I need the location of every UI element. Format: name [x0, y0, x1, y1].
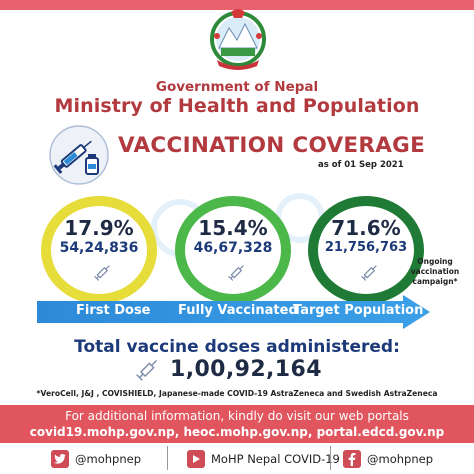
- first-dose-count: 54,24,836: [59, 240, 139, 256]
- social-bar: [0, 443, 474, 474]
- ongoing-campaign-note: Ongoing vaccination campaign*: [410, 257, 460, 286]
- syringe-icon: [136, 360, 157, 381]
- syringe-vial-icon: [49, 125, 109, 185]
- total-doses-value: 1,00,92,164: [170, 357, 322, 382]
- target-population-label: Target Population: [293, 303, 424, 318]
- fully-vaccinated-label: Fully Vaccinated: [178, 303, 298, 318]
- web-portals-links[interactable]: covid19.mohp.gov.np, heoc.mohp.gov.np, p…: [29, 425, 445, 439]
- info-banner: [0, 405, 474, 443]
- target-population-count: 21,756,763: [324, 240, 408, 255]
- ministry-title: Ministry of Health and Population: [54, 95, 420, 117]
- twitter-link[interactable]: @mohpnep: [51, 449, 141, 469]
- fully-vaccinated-circle: 15.4% 46,67,328: [175, 196, 291, 304]
- government-title: Government of Nepal: [155, 79, 319, 95]
- fully-vaccinated-percent: 15.4%: [198, 216, 268, 240]
- syringe-icon: [94, 265, 110, 281]
- total-doses-label: Total vaccine doses administered:: [74, 337, 400, 357]
- target-population-circle: 71.6% 21,756,763: [308, 196, 424, 304]
- first-dose-circle: 17.9% 54,24,836: [41, 196, 157, 304]
- nepal-emblem-icon: [210, 9, 266, 70]
- first-dose-label: First Dose: [76, 303, 151, 318]
- as-of-date: as of 01 Sep 2021: [318, 160, 404, 170]
- facebook-link[interactable]: @mohpnep: [343, 449, 433, 469]
- twitter-icon: [51, 450, 69, 468]
- syringe-icon: [228, 265, 244, 281]
- facebook-handle: @mohpnep: [367, 452, 433, 466]
- syringe-icon: [361, 265, 377, 281]
- divider: [330, 446, 331, 470]
- twitter-handle: @mohpnep: [75, 452, 141, 466]
- youtube-channel: MoHP Nepal COVID-19: [211, 452, 340, 466]
- target-population-percent: 71.6%: [331, 216, 401, 240]
- coverage-title: VACCINATION COVERAGE: [118, 133, 426, 158]
- top-color-bar: [0, 0, 474, 10]
- divider: [167, 446, 168, 470]
- progress-arrow: [37, 295, 430, 329]
- fully-vaccinated-count: 46,67,328: [193, 240, 273, 256]
- youtube-icon: [187, 450, 205, 468]
- facebook-icon: [343, 450, 361, 468]
- info-text: For additional information, kindly do vi…: [65, 409, 409, 423]
- youtube-link[interactable]: MoHP Nepal COVID-19: [187, 449, 340, 469]
- vaccine-footnote: *VeroCell, J&J , COVISHIELD, Japanese-ma…: [36, 389, 438, 398]
- first-dose-percent: 17.9%: [64, 216, 134, 240]
